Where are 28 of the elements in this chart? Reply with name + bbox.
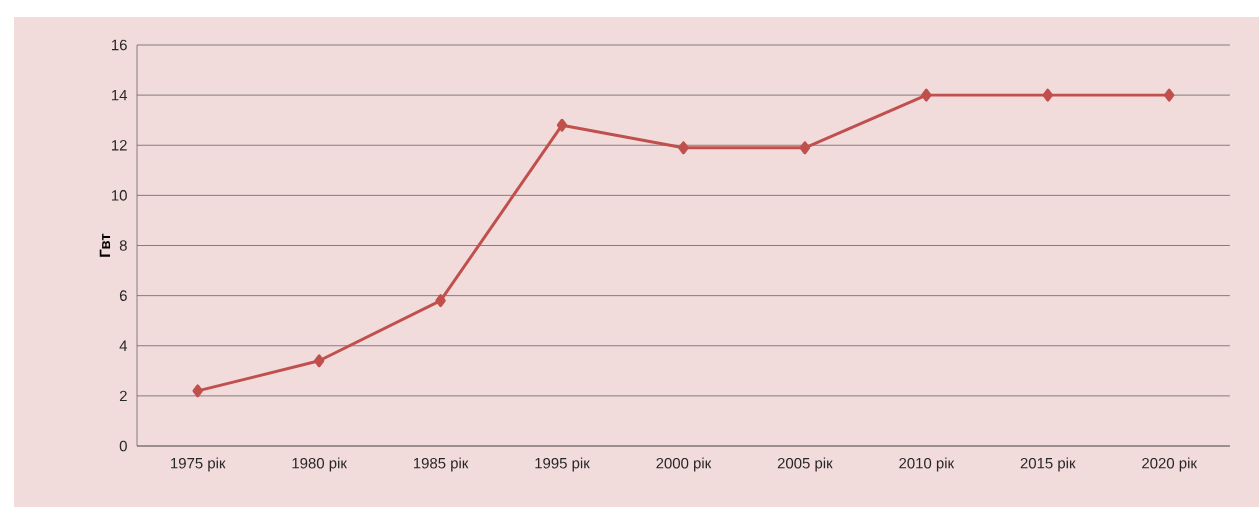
point <box>1042 88 1053 102</box>
y-axis-title: Гвт <box>99 233 111 257</box>
point <box>556 118 568 132</box>
y-tick-label: 12 <box>112 140 127 151</box>
x-tick-label: 2005 рік <box>777 457 833 472</box>
x-tick-label: 1975 рік <box>171 457 226 472</box>
point <box>435 294 446 308</box>
y-tick-label: 14 <box>112 89 128 101</box>
y-tick-label: 4 <box>119 340 128 351</box>
point <box>921 88 932 102</box>
point <box>1163 88 1175 102</box>
x-tick-label: 2000 рік <box>656 457 712 472</box>
x-tick-label: 1985 рік <box>413 457 469 472</box>
y-tick-label: 6 <box>119 290 127 301</box>
x-tick-label: 1995 рік <box>535 457 590 472</box>
x-tick-label: 2015 рік <box>1020 457 1076 472</box>
point <box>799 141 811 155</box>
y-tick-label: 8 <box>119 240 127 251</box>
y-tick-label: 16 <box>112 39 127 51</box>
x-tick-label: 2010 рік <box>899 457 955 472</box>
point <box>192 384 203 398</box>
point <box>678 141 689 155</box>
x-tick-label: 1980 рік <box>292 457 347 472</box>
y-tick-label: 0 <box>119 440 127 452</box>
y-tick-label: 2 <box>119 390 127 402</box>
x-tick-label: 2020 рік <box>1142 457 1198 472</box>
point <box>313 354 325 368</box>
y-tick-label: 10 <box>112 190 127 201</box>
